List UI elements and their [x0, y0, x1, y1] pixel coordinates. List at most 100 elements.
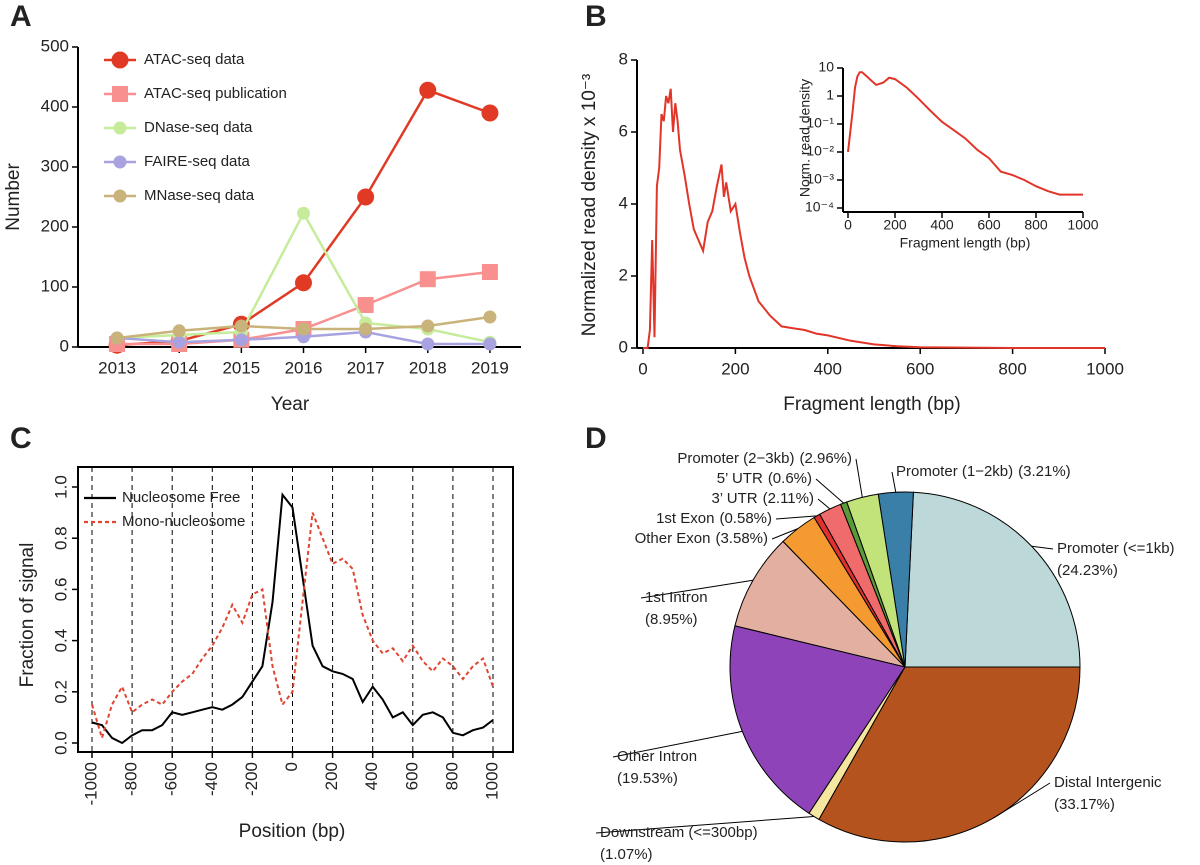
x-tick-label: 0 — [844, 217, 852, 233]
value-label: (24.23%) — [1057, 562, 1118, 579]
panel-label: D — [585, 422, 607, 455]
x-tick-label: 2013 — [98, 358, 136, 377]
x-tick-label: 2019 — [471, 358, 509, 377]
x-axis-title: Year — [271, 394, 310, 415]
marker — [481, 104, 499, 122]
pie-label: Other Exon (3.58%) — [635, 530, 768, 547]
y-tick-label: 4 — [619, 193, 628, 212]
x-tick-label: 2018 — [409, 358, 447, 377]
pie-slice — [904, 491, 1081, 668]
y-tick-label: 8 — [619, 49, 628, 68]
y-tick-label: 6 — [619, 121, 628, 140]
x-tick-label: 400 — [814, 359, 842, 378]
y-tick-label: 0.6 — [51, 578, 70, 602]
legend-marker — [113, 121, 127, 135]
marker — [419, 81, 437, 99]
category-label: Other Intron — [617, 748, 697, 765]
y-tick-label: 0.2 — [51, 680, 70, 704]
y-tick-label: 10⁻¹ — [806, 115, 834, 131]
pie-label: Promoter (<=1kb) (24.23%) — [1057, 540, 1175, 579]
value-label: (0.6%) — [768, 470, 812, 487]
marker — [481, 264, 498, 280]
value-label: (19.53%) — [617, 770, 678, 787]
pie-label: Distal Intergenic (33.17%) — [1054, 774, 1162, 813]
pie-label: Promoter (1−2kb) (3.21%) — [896, 463, 1071, 480]
y-tick-label: 10⁻² — [806, 143, 834, 159]
legend-label: MNase-seq data — [144, 187, 255, 204]
pie-label: 5’ UTR (0.6%) — [717, 470, 812, 487]
leader-line — [891, 471, 897, 493]
y-tick-label: 300 — [41, 156, 69, 175]
leader-line — [640, 579, 754, 599]
y-tick-label: 0 — [619, 337, 628, 356]
leader-line — [992, 782, 1051, 819]
marker — [419, 271, 436, 288]
category-label: 5’ UTR — [717, 470, 763, 487]
category-label: Promoter (<=1kb) — [1057, 540, 1175, 557]
x-tick-label: 400 — [362, 762, 381, 790]
plot-frame — [77, 466, 514, 753]
series-line — [91, 512, 494, 742]
pie-label: Other Intron (19.53%) — [617, 748, 697, 787]
value-label: (3.21%) — [1018, 463, 1071, 480]
legend-label: ATAC-seq data — [144, 51, 245, 68]
y-axis-title: Norm. read density — [797, 79, 813, 197]
y-tick-label: 500 — [41, 36, 69, 55]
value-label: (8.95%) — [645, 611, 698, 628]
value-label: (33.17%) — [1054, 796, 1115, 813]
x-tick-label: 600 — [402, 762, 421, 790]
pie-label: Promoter (2−3kb) (2.96%) — [677, 450, 852, 467]
category-label: Other Exon — [635, 530, 711, 547]
marker — [297, 322, 310, 336]
marker — [357, 297, 374, 313]
marker — [357, 188, 375, 206]
panel-label: A — [10, 0, 32, 33]
y-tick-label: 2 — [619, 265, 628, 284]
x-tick-label: 2015 — [222, 358, 260, 377]
x-tick-label: 200 — [883, 217, 907, 233]
leader-line — [1031, 545, 1054, 550]
marker — [421, 337, 435, 351]
x-tick-label: -400 — [202, 762, 221, 796]
marker — [295, 274, 312, 292]
marker — [172, 335, 186, 349]
legend-marker — [113, 189, 127, 203]
y-tick-label: 100 — [41, 276, 69, 295]
legend-marker — [112, 86, 128, 102]
legend-label: DNase-seq data — [144, 119, 253, 136]
pie-label: Downstream (<=300bp) (1.07%) — [600, 824, 758, 863]
legend-label: FAIRE-seq data — [144, 153, 251, 170]
category-label: 1st Exon — [656, 510, 714, 527]
value-label: (2.96%) — [799, 450, 852, 467]
x-axis-title: Fragment length (bp) — [783, 394, 960, 415]
x-tick-label: 800 — [442, 762, 461, 790]
pie-label: 3’ UTR (2.11%) — [711, 490, 814, 507]
leader-line — [595, 815, 814, 834]
legend-marker — [111, 51, 129, 69]
y-tick-label: 10 — [818, 59, 834, 75]
y-tick-label: 400 — [41, 96, 69, 115]
marker — [483, 337, 497, 351]
y-tick-label: 0.0 — [51, 731, 70, 755]
marker — [297, 206, 310, 220]
x-tick-label: 200 — [322, 762, 341, 790]
x-tick-label: 1000 — [482, 762, 501, 800]
pie-slice — [729, 625, 906, 814]
category-label: 1st Intron — [645, 589, 708, 606]
x-tick-label: -600 — [162, 762, 181, 796]
x-axis-title: Position (bp) — [239, 821, 346, 842]
x-tick-label: 1000 — [1067, 217, 1098, 233]
value-label: (3.58%) — [715, 530, 768, 547]
y-tick-label: 1.0 — [51, 475, 70, 499]
leader-line — [775, 515, 817, 520]
x-tick-label: 2014 — [160, 358, 198, 377]
value-label: (1.07%) — [600, 846, 653, 863]
y-axis-title: Fraction of signal — [17, 543, 38, 688]
leader-line — [817, 498, 831, 510]
y-tick-label: 10⁻⁴ — [805, 199, 834, 215]
pie-label: 1st Exon (0.58%) — [656, 510, 772, 527]
marker — [172, 324, 186, 338]
category-label: Promoter (2−3kb) — [677, 450, 794, 467]
value-label: (2.11%) — [763, 490, 814, 507]
